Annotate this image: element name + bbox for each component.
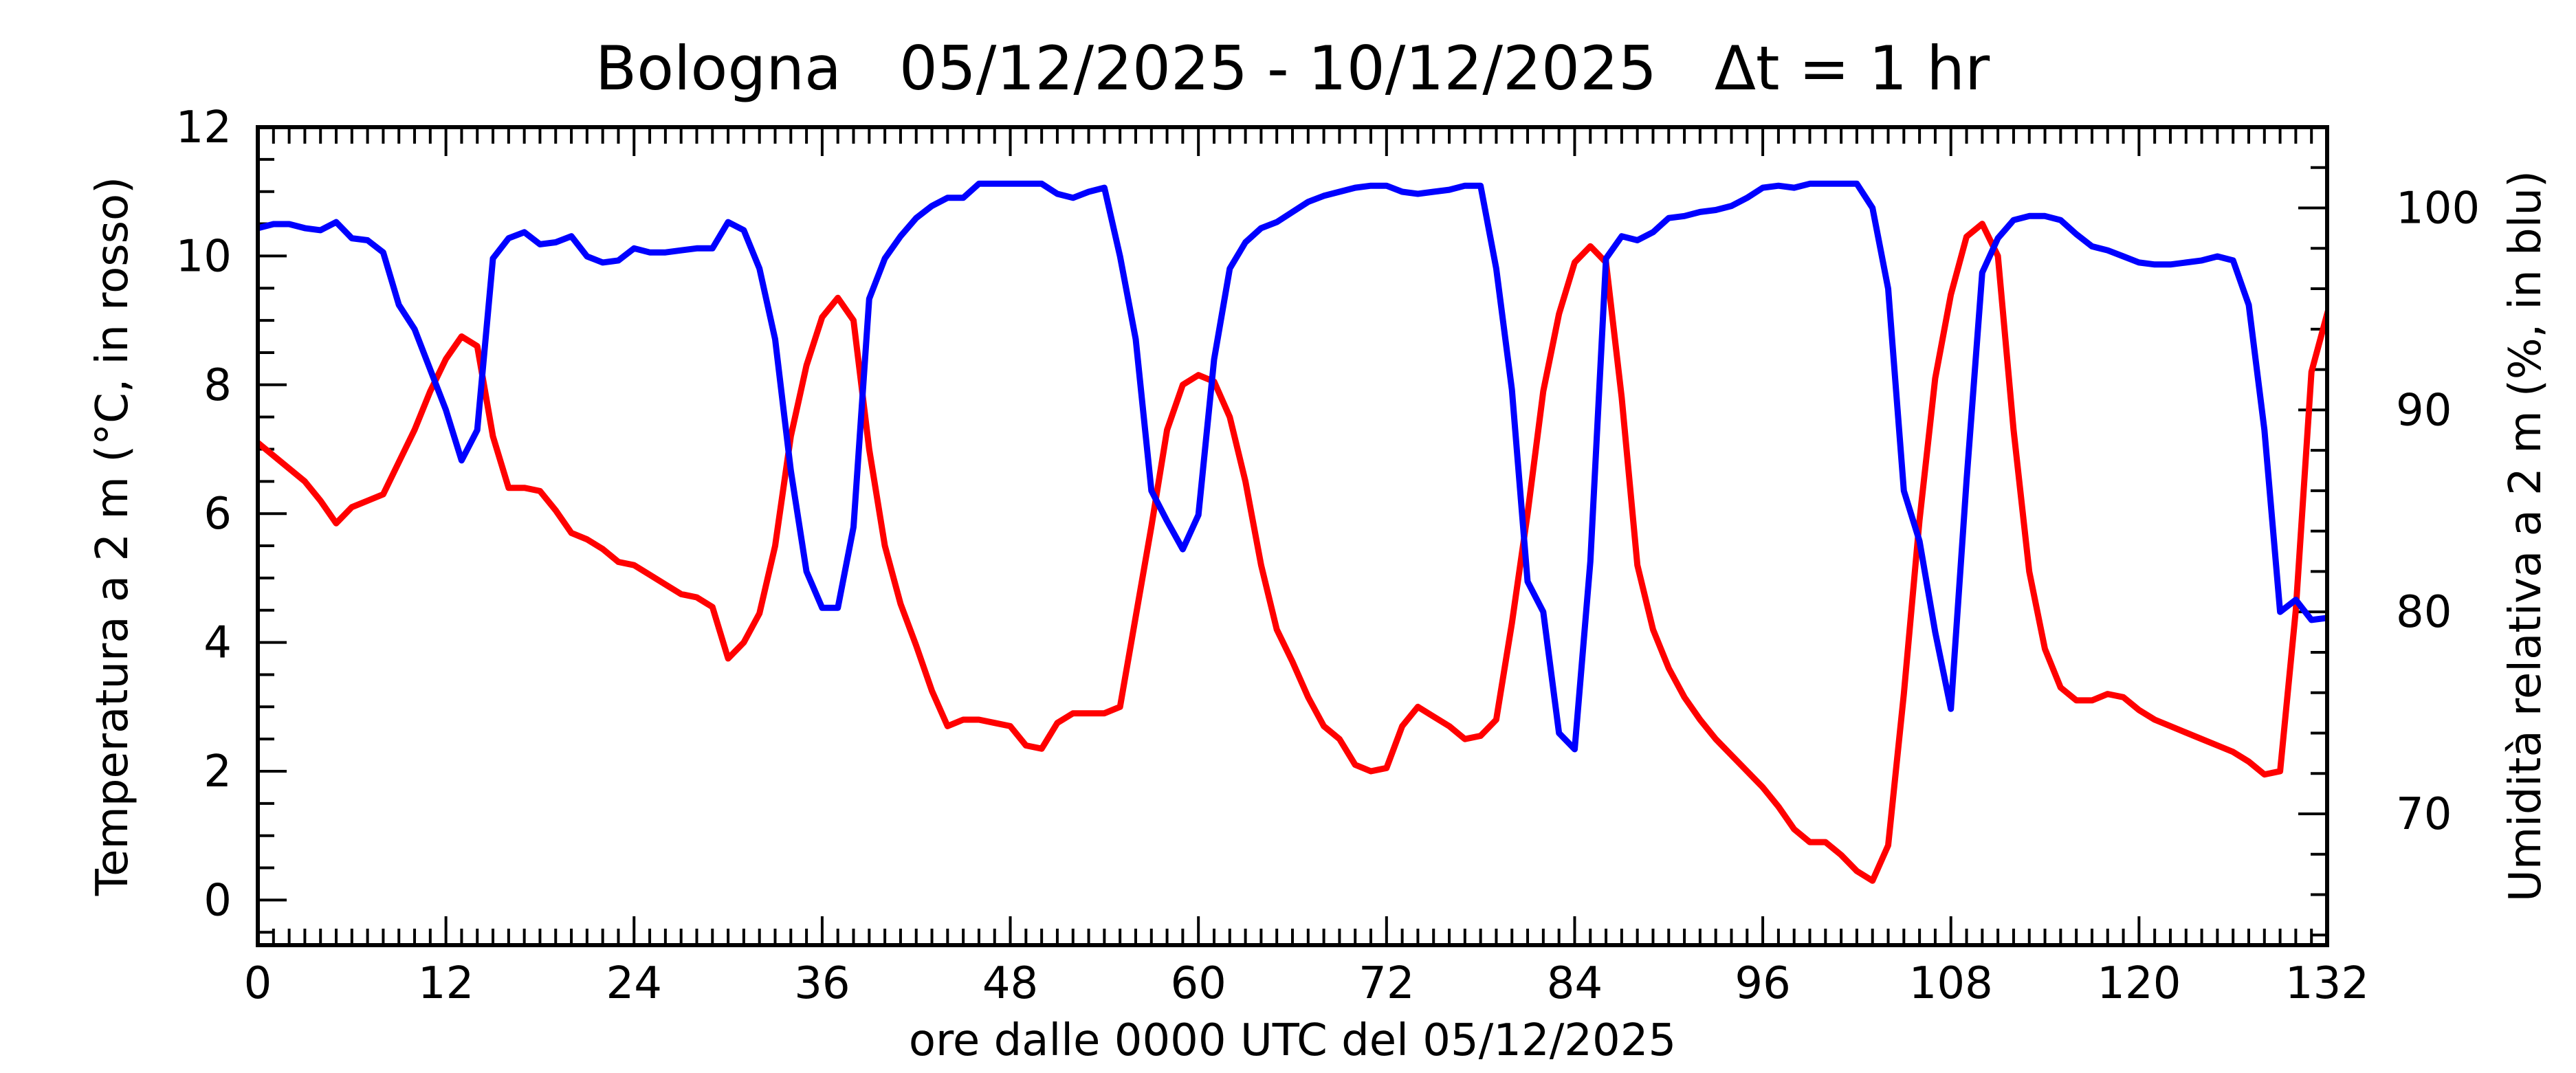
x-tick-label: 12 <box>418 958 474 1009</box>
x-tick-label: 0 <box>244 958 272 1009</box>
y-left-tick-label: 10 <box>176 231 232 282</box>
y-left-tick-label: 2 <box>203 746 232 797</box>
plot-frame <box>256 125 2329 947</box>
x-tick-label: 84 <box>1547 958 1603 1009</box>
humidity-series-line <box>258 180 2327 753</box>
y-right-tick-label: 100 <box>2396 184 2480 234</box>
x-tick-label: 72 <box>1358 958 1414 1009</box>
x-tick-label: 60 <box>1170 958 1226 1009</box>
x-tick-label: 132 <box>2285 958 2369 1009</box>
y-left-tick-label: 8 <box>203 360 232 411</box>
y-right-axis-label: Umidità relativa a 2 m (%, in blu) <box>2500 170 2551 902</box>
y-right-ticks: 70 80 90 100 <box>2298 126 2480 937</box>
x-tick-label: 36 <box>794 958 850 1009</box>
y-left-tick-label: 12 <box>176 102 232 153</box>
y-left-tick-label: 0 <box>203 875 232 926</box>
x-tick-label: 48 <box>982 958 1038 1009</box>
series-layer <box>258 180 2327 884</box>
x-ticks: 0 12 24 36 48 60 72 84 96 108 120 132 <box>244 127 2369 1009</box>
y-right-tick-label: 90 <box>2396 385 2452 436</box>
x-tick-label: 108 <box>1909 958 1993 1009</box>
y-left-axis-label: Temperatura a 2 m (°C, in rosso) <box>87 177 138 896</box>
x-tick-label: 24 <box>606 958 662 1009</box>
chart-title: Bologna 05/12/2025 - 10/12/2025 Δt = 1 h… <box>595 33 1990 104</box>
x-tick-label: 120 <box>2097 958 2181 1009</box>
x-axis-label: ore dalle 0000 UTC del 05/12/2025 <box>909 1015 1676 1066</box>
y-right-tick-label: 80 <box>2396 587 2452 638</box>
y-left-tick-label: 6 <box>203 489 232 540</box>
y-left-ticks: 0 2 4 6 8 10 12 <box>176 102 287 934</box>
temperature-series-line <box>258 221 2327 884</box>
x-tick-label: 96 <box>1735 958 1790 1009</box>
y-left-tick-label: 4 <box>203 618 232 669</box>
y-right-tick-label: 70 <box>2396 789 2452 840</box>
